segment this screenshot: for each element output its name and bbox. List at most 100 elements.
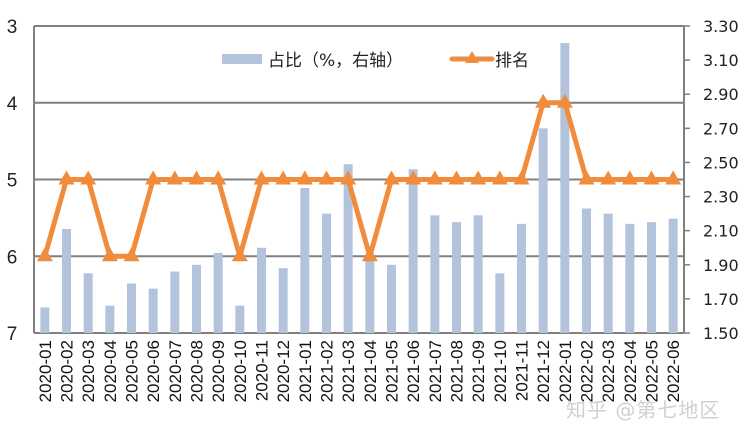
triangle-marker <box>535 93 552 108</box>
legend-bar-swatch <box>222 54 262 64</box>
bar <box>517 223 526 333</box>
triangle-marker <box>36 247 53 262</box>
bar <box>647 222 656 333</box>
triangle-marker <box>318 170 335 185</box>
triangle-marker <box>361 247 378 262</box>
bar <box>430 215 440 333</box>
right-axis-tick-label: 3.10 <box>703 51 739 70</box>
x-axis-tick-label: 2021-12 <box>534 340 553 402</box>
x-axis-tick-label: 2022-05 <box>643 340 662 402</box>
x-axis-tick-label: 2020-06 <box>144 340 163 402</box>
x-axis-tick-label: 2020-10 <box>231 340 250 402</box>
triangle-marker <box>513 170 530 185</box>
left-axis-tick-label: 6 <box>7 247 18 268</box>
x-axis-tick-label: 2020-03 <box>79 340 98 402</box>
bar <box>235 305 245 333</box>
triangle-marker <box>188 170 205 185</box>
x-axis-tick-label: 2020-04 <box>101 340 120 402</box>
legend-bar-label: 占比（%，右轴） <box>268 51 403 71</box>
right-axis-tick-label: 2.70 <box>703 119 739 138</box>
bar <box>322 213 331 333</box>
legend-triangle-icon <box>465 51 479 63</box>
x-axis-tick-label: 2021-08 <box>448 340 467 402</box>
triangle-marker <box>101 247 118 262</box>
watermark: 知乎 @第七地区 <box>566 398 721 422</box>
triangle-marker <box>123 247 140 262</box>
triangle-marker <box>383 170 400 185</box>
triangle-marker <box>621 170 638 185</box>
right-axis-tick-label: 2.30 <box>703 188 739 207</box>
bar <box>213 252 223 333</box>
left-axis-tick-label: 5 <box>7 171 18 192</box>
bar <box>300 188 310 333</box>
bar <box>365 257 375 333</box>
left-axis-tick-label: 7 <box>7 324 18 345</box>
right-axis-tick-label: 2.10 <box>703 222 739 241</box>
right-axis-tick-label: 1.70 <box>703 290 739 309</box>
x-axis-tick-label: 2021-06 <box>404 340 423 402</box>
bar <box>192 264 201 333</box>
bar <box>105 305 115 333</box>
triangle-marker <box>600 170 617 185</box>
rank-line <box>42 100 674 259</box>
x-axis-tick-label: 2020-05 <box>123 340 142 402</box>
triangle-marker <box>578 170 595 185</box>
x-axis-tick-label: 2021-01 <box>296 340 315 402</box>
triangle-marker <box>80 170 97 185</box>
bar <box>170 271 180 333</box>
triangle-marker <box>166 170 183 185</box>
x-axis-tick-label: 2022-01 <box>556 340 575 402</box>
x-axis-tick-label: 2021-03 <box>339 340 358 402</box>
right-axis-tick-label: 2.50 <box>703 153 739 172</box>
bar <box>603 213 613 333</box>
x-axis-tick-label: 2021-02 <box>318 340 337 402</box>
x-axis-tick-label: 2021-10 <box>491 340 510 402</box>
triangle-marker <box>296 170 313 185</box>
right-axis-tick-label: 1.50 <box>703 324 739 343</box>
triangle-marker <box>448 170 465 185</box>
left-axis-tick-label: 3 <box>7 17 18 38</box>
x-axis-tick-label: 2021-11 <box>513 340 532 401</box>
x-axis-tick-label: 2022-03 <box>599 340 618 402</box>
triangle-marker <box>145 170 162 185</box>
bar <box>40 307 50 333</box>
bar <box>452 222 461 333</box>
bar <box>257 247 266 333</box>
left-axis-tick-label: 4 <box>7 94 18 115</box>
right-axis-tick-label: 1.90 <box>703 256 739 275</box>
x-axis-tick-label: 2020-02 <box>58 340 77 402</box>
triangle-marker <box>210 170 227 185</box>
x-axis-tick-label: 2021-09 <box>469 340 488 402</box>
x-axis-tick-label: 2021-04 <box>361 340 380 402</box>
bar <box>582 208 591 333</box>
triangle-marker <box>665 170 682 185</box>
x-axis-tick-label: 2020-12 <box>274 340 293 402</box>
triangle-marker <box>426 170 443 185</box>
bar <box>127 283 136 333</box>
bar <box>495 273 505 333</box>
x-axis-tick-label: 2020-09 <box>209 340 228 402</box>
triangle-marker <box>556 93 573 108</box>
x-axis-tick-label: 2021-07 <box>426 340 445 402</box>
bar <box>408 169 418 333</box>
bar <box>538 128 548 333</box>
bar <box>668 218 678 333</box>
x-axis-tick-label: 2022-02 <box>578 340 597 402</box>
right-axis-tick-label: 2.90 <box>703 85 739 104</box>
triangle-marker <box>231 247 248 262</box>
x-axis-tick-label: 2020-01 <box>36 340 55 402</box>
triangle-marker <box>405 170 422 185</box>
triangle-marker <box>643 170 660 185</box>
bar <box>473 215 483 333</box>
right-axis-tick-label: 3.30 <box>703 17 739 36</box>
bar <box>343 164 353 333</box>
triangle-marker <box>491 170 508 185</box>
x-axis-tick-label: 2020-11 <box>253 340 272 401</box>
bar <box>560 43 570 334</box>
bar <box>278 268 288 333</box>
bar <box>387 264 396 333</box>
bar <box>148 288 158 333</box>
bar <box>83 273 93 333</box>
x-axis-tick-label: 2020-08 <box>188 340 207 402</box>
